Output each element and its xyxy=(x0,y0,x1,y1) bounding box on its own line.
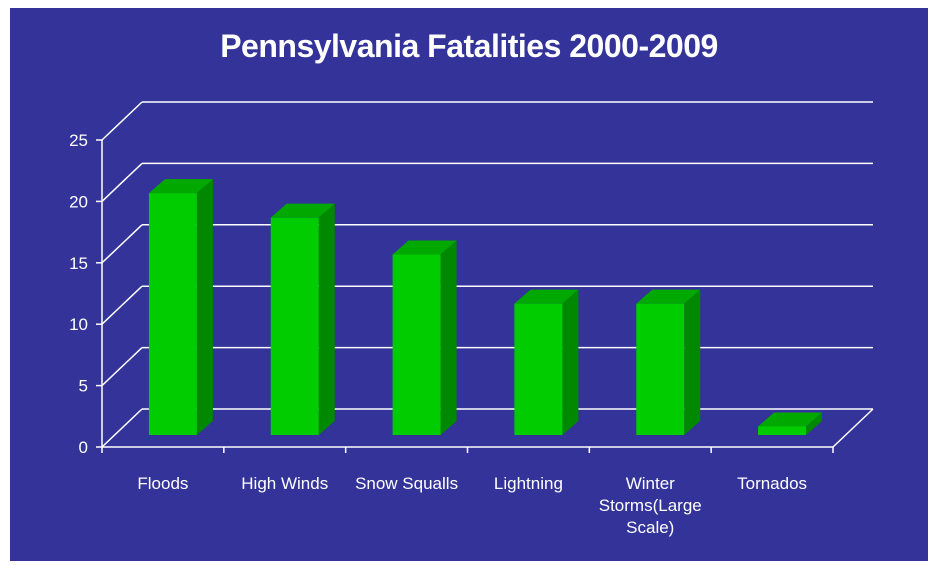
y-tick-label: 15 xyxy=(69,254,88,273)
bar-side xyxy=(684,289,701,435)
x-tick-label: Lightning xyxy=(494,474,563,493)
floor-edge xyxy=(832,408,874,448)
x-tick-label-line: Tornados xyxy=(737,474,807,493)
bar xyxy=(148,193,197,435)
gridline-diagonal xyxy=(101,162,143,202)
x-tick-label-line: Lightning xyxy=(494,474,563,493)
bar-side xyxy=(440,240,457,435)
bar-top xyxy=(270,203,335,218)
x-tick-label: Snow Squalls xyxy=(355,474,458,493)
bar-top xyxy=(758,412,823,427)
gridline-diagonal xyxy=(101,408,143,448)
x-tick-label: High Winds xyxy=(241,474,328,493)
y-tick-label: 20 xyxy=(69,192,88,211)
x-tick-label-line: Floods xyxy=(137,474,188,493)
x-tick-label-line: Scale) xyxy=(626,518,674,537)
bar xyxy=(636,303,685,435)
gridline-diagonal xyxy=(101,285,143,325)
y-tick-label: 5 xyxy=(79,377,88,396)
bar xyxy=(758,426,807,435)
y-tick-label: 25 xyxy=(69,131,88,150)
x-tick-label: Floods xyxy=(137,474,188,493)
x-tick-label-line: High Winds xyxy=(241,474,328,493)
y-tick-label: 0 xyxy=(79,438,88,457)
bar-side xyxy=(318,203,335,435)
bar-top xyxy=(148,179,213,194)
bar xyxy=(514,303,563,435)
gridline-diagonal xyxy=(101,224,143,264)
x-tick-label-line: Snow Squalls xyxy=(355,474,458,493)
bar-side xyxy=(562,289,579,435)
x-tick-label-line: Winter xyxy=(626,474,675,493)
x-tick-label: Tornados xyxy=(737,474,807,493)
bar-side xyxy=(196,179,213,435)
gridline-diagonal xyxy=(101,347,143,387)
bar xyxy=(392,254,441,435)
y-tick-label: 10 xyxy=(69,315,88,334)
bar-top xyxy=(514,289,579,304)
gridline-diagonal xyxy=(101,101,143,141)
x-tick-label-line: Storms(Large xyxy=(599,496,702,515)
bar-top xyxy=(392,240,457,255)
bar xyxy=(270,217,319,435)
chart-title: Pennsylvania Fatalities 2000-2009 xyxy=(220,28,718,64)
bar-side xyxy=(806,412,823,435)
bar-top xyxy=(636,289,701,304)
x-tick-label: Winter Storms(Large Scale) xyxy=(599,474,702,537)
